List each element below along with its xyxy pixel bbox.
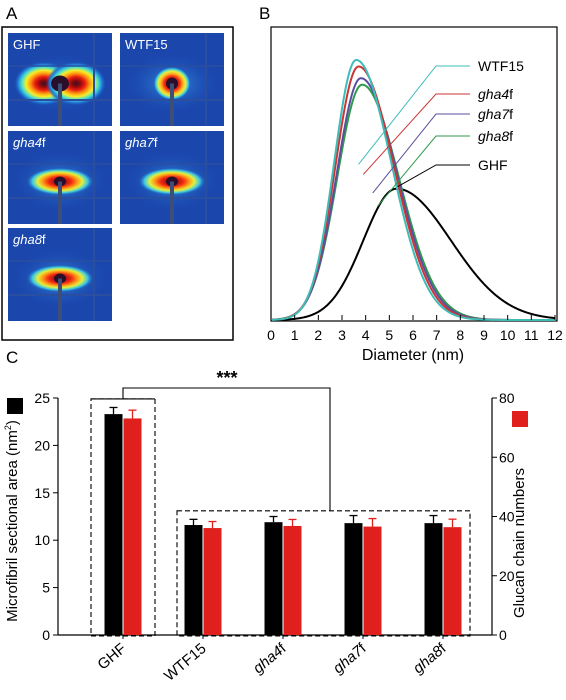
x-tick-label: 0 [267, 327, 275, 343]
x-tick-label: 2 [314, 327, 322, 343]
panel-label-a: A [6, 4, 18, 23]
chart-b-x-axis: 0 1 2 3 4 5 6 7 8 9 10 11 12 [267, 315, 563, 343]
x-tick-label: 7 [433, 327, 441, 343]
legend-leader-line [372, 113, 470, 194]
bar [443, 527, 462, 635]
bar [363, 526, 382, 635]
diameter-distribution-chart: 0 1 2 3 4 5 6 7 8 9 10 11 12 WTF15gha4fgha7fgha8fGHF… [267, 26, 563, 364]
significance-marker: *** [216, 368, 237, 388]
category-label: gha7f [330, 640, 370, 678]
bar [264, 522, 283, 635]
panel-label-c: C [6, 348, 18, 367]
x-tick-label: 1 [291, 327, 299, 343]
legend-leader-line [362, 93, 470, 175]
legend-swatch-glucan-chains [512, 411, 528, 427]
category-label: gha4f [250, 640, 290, 678]
y-left-tick-label: 20 [34, 437, 50, 453]
saxs-tile: gha8f [8, 228, 112, 321]
chart-b-x-label: Diameter (nm) [362, 347, 464, 364]
bar [203, 528, 222, 635]
group-box-mutants [176, 510, 471, 637]
y-right-tick-label: 40 [499, 509, 515, 525]
saxs-tile-label: WTF15 [125, 37, 168, 52]
y-left-tick-label: 0 [42, 627, 50, 643]
chart-b-legend: WTF15 gha4f gha7f gha8f GHF [358, 58, 524, 207]
x-tick-label: 6 [409, 327, 417, 343]
saxs-tiles: GHF WTF15 gha4f gha7f gha8f [8, 33, 224, 321]
y-right-tick-label: 20 [499, 568, 515, 584]
x-tick-label: 8 [456, 327, 464, 343]
bar [283, 525, 302, 635]
y-right-tick-label: 60 [499, 449, 515, 465]
y-left-tick-label: 10 [34, 532, 50, 548]
legend-swatch-sectional-area [7, 398, 23, 414]
distribution-curve [272, 187, 556, 321]
x-tick-label: 11 [524, 327, 539, 343]
y-right-tick-label: 0 [499, 627, 507, 643]
legend-entry: gha4f [478, 86, 513, 102]
category-label: GHF [94, 640, 129, 673]
chart-c-y-left-label: Microfibril sectional area (nm2) [3, 420, 21, 622]
saxs-tile-label: gha7f [125, 135, 158, 150]
legend-leader-line [358, 65, 470, 165]
bar [424, 523, 443, 635]
x-tick-label: 9 [480, 327, 488, 343]
saxs-panel-frame [1, 26, 234, 341]
x-tick-label: 5 [385, 327, 393, 343]
y-left-tick-label: 5 [42, 580, 50, 596]
bar [344, 523, 363, 635]
chart-c-y-right-label: Glucan chain numbers [511, 468, 528, 618]
saxs-tile: gha7f [120, 131, 224, 224]
saxs-tile: GHF [8, 33, 112, 126]
legend-entry: GHF [478, 157, 508, 173]
y-left-tick-label: 25 [34, 390, 50, 406]
bar [184, 525, 203, 635]
microfibril-bar-chart: 0 5 10 15 20 25 0 20 40 60 80 GHF WTF15 gha4f gha7f gh… [3, 368, 528, 685]
legend-leader-line [397, 164, 470, 188]
group-box-ghf [90, 398, 156, 637]
saxs-tile: gha4f [8, 131, 112, 224]
saxs-panel: GHF WTF15 gha4f gha7f gha8f [1, 26, 234, 341]
y-right-tick-label: 80 [499, 390, 515, 406]
category-label: WTF15 [161, 640, 210, 685]
saxs-tile-label: gha4f [13, 135, 46, 150]
x-tick-label: 4 [362, 327, 370, 343]
x-tick-label: 12 [547, 327, 563, 343]
category-label: gha8f [410, 640, 450, 678]
chart-c-bars [104, 406, 462, 635]
chart-c-axes: 0 5 10 15 20 25 0 20 40 60 80 [34, 390, 514, 643]
bar [123, 418, 142, 635]
legend-entry: gha8f [478, 128, 513, 144]
x-tick-label: 3 [338, 327, 346, 343]
legend-entry: gha7f [478, 106, 513, 122]
significance-bracket: *** [91, 368, 331, 511]
x-tick-label: 10 [500, 327, 516, 343]
legend-entry: WTF15 [478, 58, 524, 74]
chart-c-category-labels: GHF WTF15 gha4f gha7f gha8f [94, 635, 450, 685]
saxs-tile-label: GHF [13, 37, 41, 52]
panel-label-b: B [259, 4, 270, 23]
saxs-tile: WTF15 [120, 33, 224, 126]
bar [104, 414, 123, 635]
saxs-tile-label: gha8f [13, 232, 46, 247]
y-left-tick-label: 15 [34, 485, 50, 501]
legend-leader-line [377, 135, 470, 207]
